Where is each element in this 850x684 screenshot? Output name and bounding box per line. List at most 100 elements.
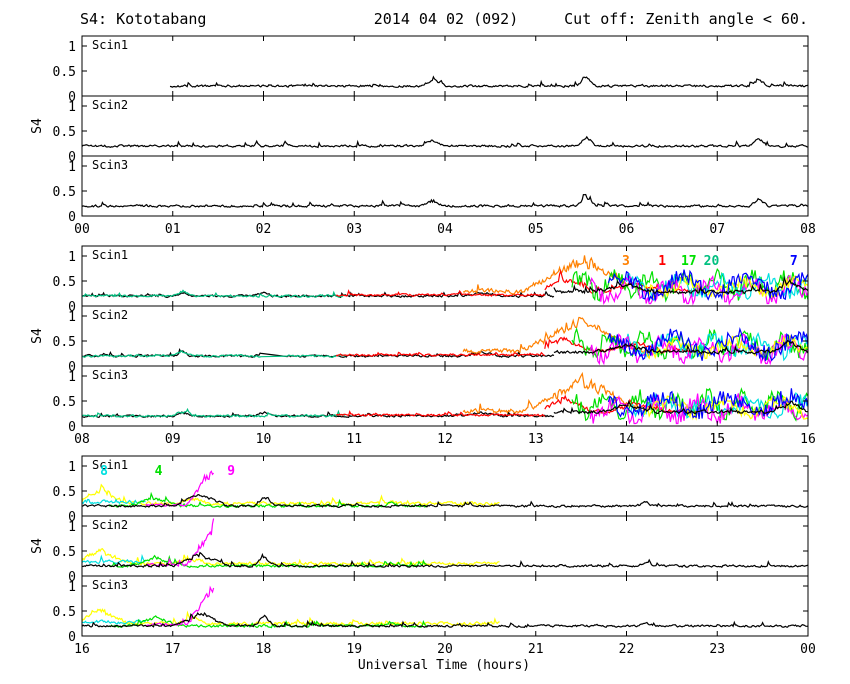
y-tick-label: 0 (68, 150, 76, 165)
series-line-yellow (82, 608, 500, 627)
series-line-red (336, 289, 546, 298)
series-line-teal (82, 407, 346, 418)
y-tick-label: 0 (68, 420, 76, 435)
series-line-yellow (644, 335, 808, 360)
y-axis-label: S4 (30, 538, 45, 554)
y-tick-label: 1 (68, 310, 76, 325)
panel-r2-scin1: Scin1 0 0.5 1 (53, 245, 809, 315)
series-group (169, 75, 808, 89)
panel-label: Scin1 (92, 38, 128, 52)
series-line-black (553, 399, 808, 415)
panel-frame (81, 245, 809, 307)
series-line-cyan (82, 619, 146, 625)
x-tick-label: 04 (437, 222, 453, 237)
series-line-black (82, 612, 808, 629)
series-line-black (169, 75, 808, 89)
prn-label: 17 (681, 254, 697, 269)
y-tick-label: 0.5 (53, 605, 76, 620)
header-date: 2014 04 02 (092) (374, 10, 519, 28)
series-line-black (553, 275, 808, 295)
panel-r1-scin1: Scin1 0 0.5 1 (53, 35, 809, 105)
y-tick-label: 1 (68, 460, 76, 475)
series-line-magenta (145, 585, 215, 627)
y-tick-label: 1 (68, 100, 76, 115)
y-tick-label: 1 (68, 160, 76, 175)
x-tick-label: 16 (800, 432, 816, 447)
series-line-yellow (82, 483, 500, 507)
x-tick-label: 00 (74, 222, 90, 237)
y-tick-label: 0.5 (53, 485, 76, 500)
x-tick-label: 00 (800, 642, 816, 657)
panel-label: Scin1 (92, 248, 128, 262)
y-tick-label: 1 (68, 40, 76, 55)
y-tick-label: 0 (68, 510, 76, 525)
prn-label: 4 (155, 464, 163, 479)
series-line-green (109, 554, 428, 569)
header-station: S4: Kototabang (80, 10, 206, 28)
x-tick-label: 17 (165, 642, 181, 657)
y-tick-label: 0 (68, 630, 76, 645)
series-line-black (82, 551, 808, 569)
series-line-teal (82, 289, 346, 298)
prn-label: 9 (227, 464, 235, 479)
series-line-black (82, 290, 555, 299)
x-axis-label: Universal Time (hours) (358, 658, 530, 673)
x-tick-label: 19 (346, 642, 362, 657)
panel-frame (81, 35, 809, 97)
series-line-black (82, 135, 808, 149)
panel-r3-scin1: Scin1 0 0.5 1 (53, 455, 809, 525)
panel-frame (81, 305, 809, 367)
series-group (82, 193, 808, 209)
panel-r1-scin2: Scin2 0 0.5 1 (53, 95, 809, 165)
series-line-blue (607, 388, 808, 420)
y-tick-label: 0.5 (53, 125, 76, 140)
x-tick-label: 03 (346, 222, 362, 237)
y-axis-label: S4 (30, 118, 45, 134)
y-tick-label: 0.5 (53, 335, 76, 350)
y-tick-label: 1 (68, 250, 76, 265)
x-tick-label: 01 (165, 222, 181, 237)
series-line-magenta (589, 333, 808, 366)
y-axis-label: S4 (30, 328, 45, 344)
series-line-cyan (82, 498, 146, 505)
y-tick-label: 0.5 (53, 395, 76, 410)
series-line-magenta (145, 518, 215, 568)
y-tick-label: 0 (68, 300, 76, 315)
x-tick-label: 09 (165, 432, 181, 447)
panel-r3-scin2: Scin2 0 0.5 1 (53, 515, 809, 585)
x-tick-label: 05 (528, 222, 544, 237)
panel-label: Scin2 (92, 308, 128, 322)
series-group (82, 135, 808, 149)
series-line-black (553, 339, 808, 355)
series-line-black (82, 493, 808, 509)
x-tick-label: 06 (619, 222, 635, 237)
x-tick-label: 18 (256, 642, 272, 657)
series-line-teal (82, 350, 346, 358)
x-tick-label: 22 (619, 642, 635, 657)
prn-label: 8 (100, 464, 108, 479)
series-line-green (108, 491, 428, 509)
y-tick-label: 1 (68, 370, 76, 385)
y-tick-label: 0.5 (53, 275, 76, 290)
y-tick-label: 0 (68, 90, 76, 105)
panel-r2-scin2: Scin2 0 0.5 1 (53, 305, 809, 375)
series-line-black (82, 410, 555, 419)
y-tick-label: 0.5 (53, 545, 76, 560)
series-group (82, 518, 808, 569)
series-line-orange (462, 255, 645, 295)
prn-label: 7 (790, 254, 798, 269)
panel-frame (81, 95, 809, 157)
x-tick-label: 13 (528, 432, 544, 447)
series-group (82, 371, 808, 425)
x-tick-label: 23 (709, 642, 725, 657)
y-tick-label: 0.5 (53, 185, 76, 200)
prn-label: 20 (704, 254, 720, 269)
x-tick-label: 14 (619, 432, 635, 447)
series-group (82, 585, 808, 629)
x-tick-label: 15 (709, 432, 725, 447)
panel-label: Scin2 (92, 518, 128, 532)
x-tick-label: 11 (346, 432, 362, 447)
series-line-black (82, 193, 808, 209)
panel-label: Scin3 (92, 578, 128, 592)
